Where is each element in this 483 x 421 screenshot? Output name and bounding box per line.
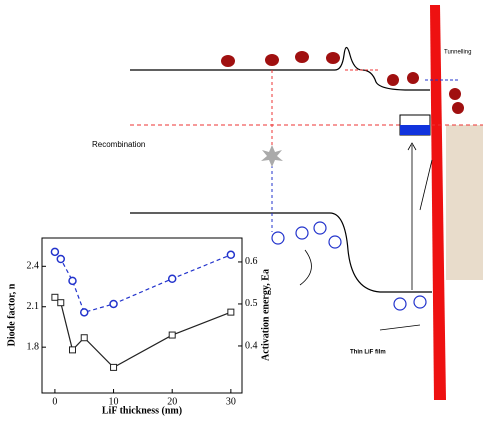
point xyxy=(169,332,175,338)
trap-fill xyxy=(400,125,430,135)
lumo-band xyxy=(130,48,430,91)
figure: Recombination Tunnelling Thin LiF film D… xyxy=(0,0,483,421)
y2-tick-label: 0.5 xyxy=(245,298,258,309)
annotation: Recombination xyxy=(92,140,145,149)
arrow xyxy=(300,250,420,330)
point xyxy=(57,256,64,263)
arrow xyxy=(408,143,416,290)
y-tick-label: 2.1 xyxy=(27,301,40,312)
point xyxy=(52,294,58,300)
point xyxy=(81,335,87,341)
point xyxy=(69,347,75,353)
annotation: Tunnelling xyxy=(444,50,471,56)
y2-tick-label: 0.6 xyxy=(245,256,258,267)
x-tick-label: 0 xyxy=(52,396,57,407)
substrate xyxy=(446,125,483,280)
holes xyxy=(272,222,426,310)
arrow xyxy=(420,160,432,210)
lif-film xyxy=(430,5,446,400)
recombination-star xyxy=(261,145,283,167)
point xyxy=(169,275,176,282)
y2-tick-label: 0.4 xyxy=(245,340,258,351)
x-tick-label: 30 xyxy=(226,396,236,407)
point xyxy=(69,277,76,284)
point xyxy=(51,248,58,255)
y-tick-label: 1.8 xyxy=(27,341,40,352)
point xyxy=(81,309,88,316)
point xyxy=(58,300,64,306)
x-tick-label: 20 xyxy=(167,396,177,407)
annotation: Thin LiF film xyxy=(350,350,386,356)
point xyxy=(110,300,117,307)
plot-frame xyxy=(42,238,242,393)
y-tick-label: 2.4 xyxy=(27,261,40,272)
point xyxy=(228,309,234,315)
y-axis-label: Diode factor, n xyxy=(6,283,17,346)
x-tick-label: 10 xyxy=(109,396,119,407)
point xyxy=(111,364,117,370)
y2-axis-label: Activation energy, Ea xyxy=(260,269,271,361)
point xyxy=(227,251,234,258)
